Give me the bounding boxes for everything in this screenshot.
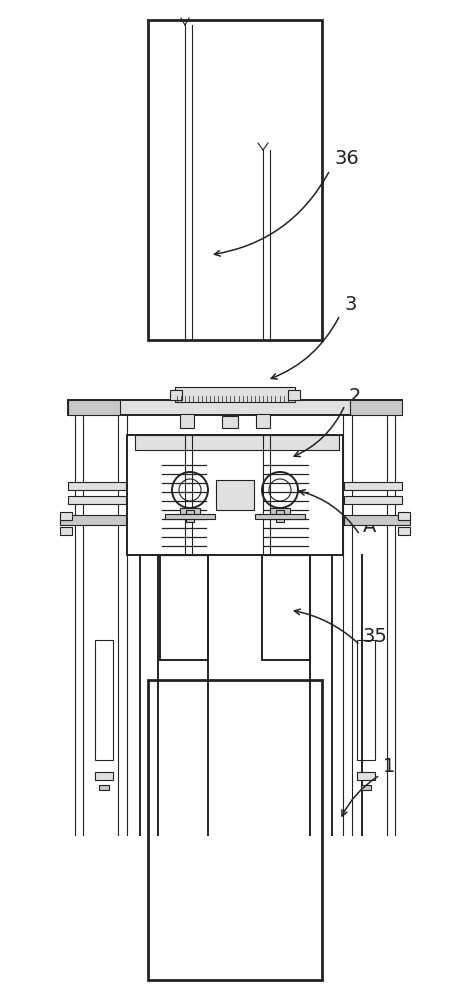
Bar [186,510,194,522]
Bar [160,555,208,660]
Bar [68,400,402,415]
Text: 3: 3 [344,296,356,314]
Bar [255,514,305,519]
Bar [68,400,120,415]
Bar [344,515,410,525]
Bar [60,515,126,525]
Text: 35: 35 [363,628,388,647]
Bar [68,482,126,490]
Bar [95,640,113,760]
Bar [270,508,290,514]
Bar [180,414,194,428]
Bar [357,640,375,760]
Bar [95,772,113,780]
Bar [127,435,343,555]
Bar [216,480,254,510]
Bar [276,510,284,522]
Bar [350,400,402,415]
Bar [398,527,410,535]
Bar [68,496,126,504]
Bar [148,20,322,340]
Bar [99,785,109,790]
Bar [135,435,339,450]
Bar [361,785,371,790]
Bar [175,387,295,402]
Bar [60,527,72,535]
Bar [262,555,310,660]
Bar [344,482,402,490]
Bar [344,496,402,504]
Bar [357,772,375,780]
Bar [170,390,182,400]
Text: 36: 36 [335,148,360,167]
Bar [256,414,270,428]
Bar [148,680,322,980]
Bar [222,416,238,428]
Text: 1: 1 [383,758,395,776]
Bar [398,512,410,520]
Text: A: A [363,518,376,536]
Text: 2: 2 [349,386,361,406]
Bar [180,508,200,514]
Bar [288,390,300,400]
Bar [165,514,215,519]
Bar [60,512,72,520]
